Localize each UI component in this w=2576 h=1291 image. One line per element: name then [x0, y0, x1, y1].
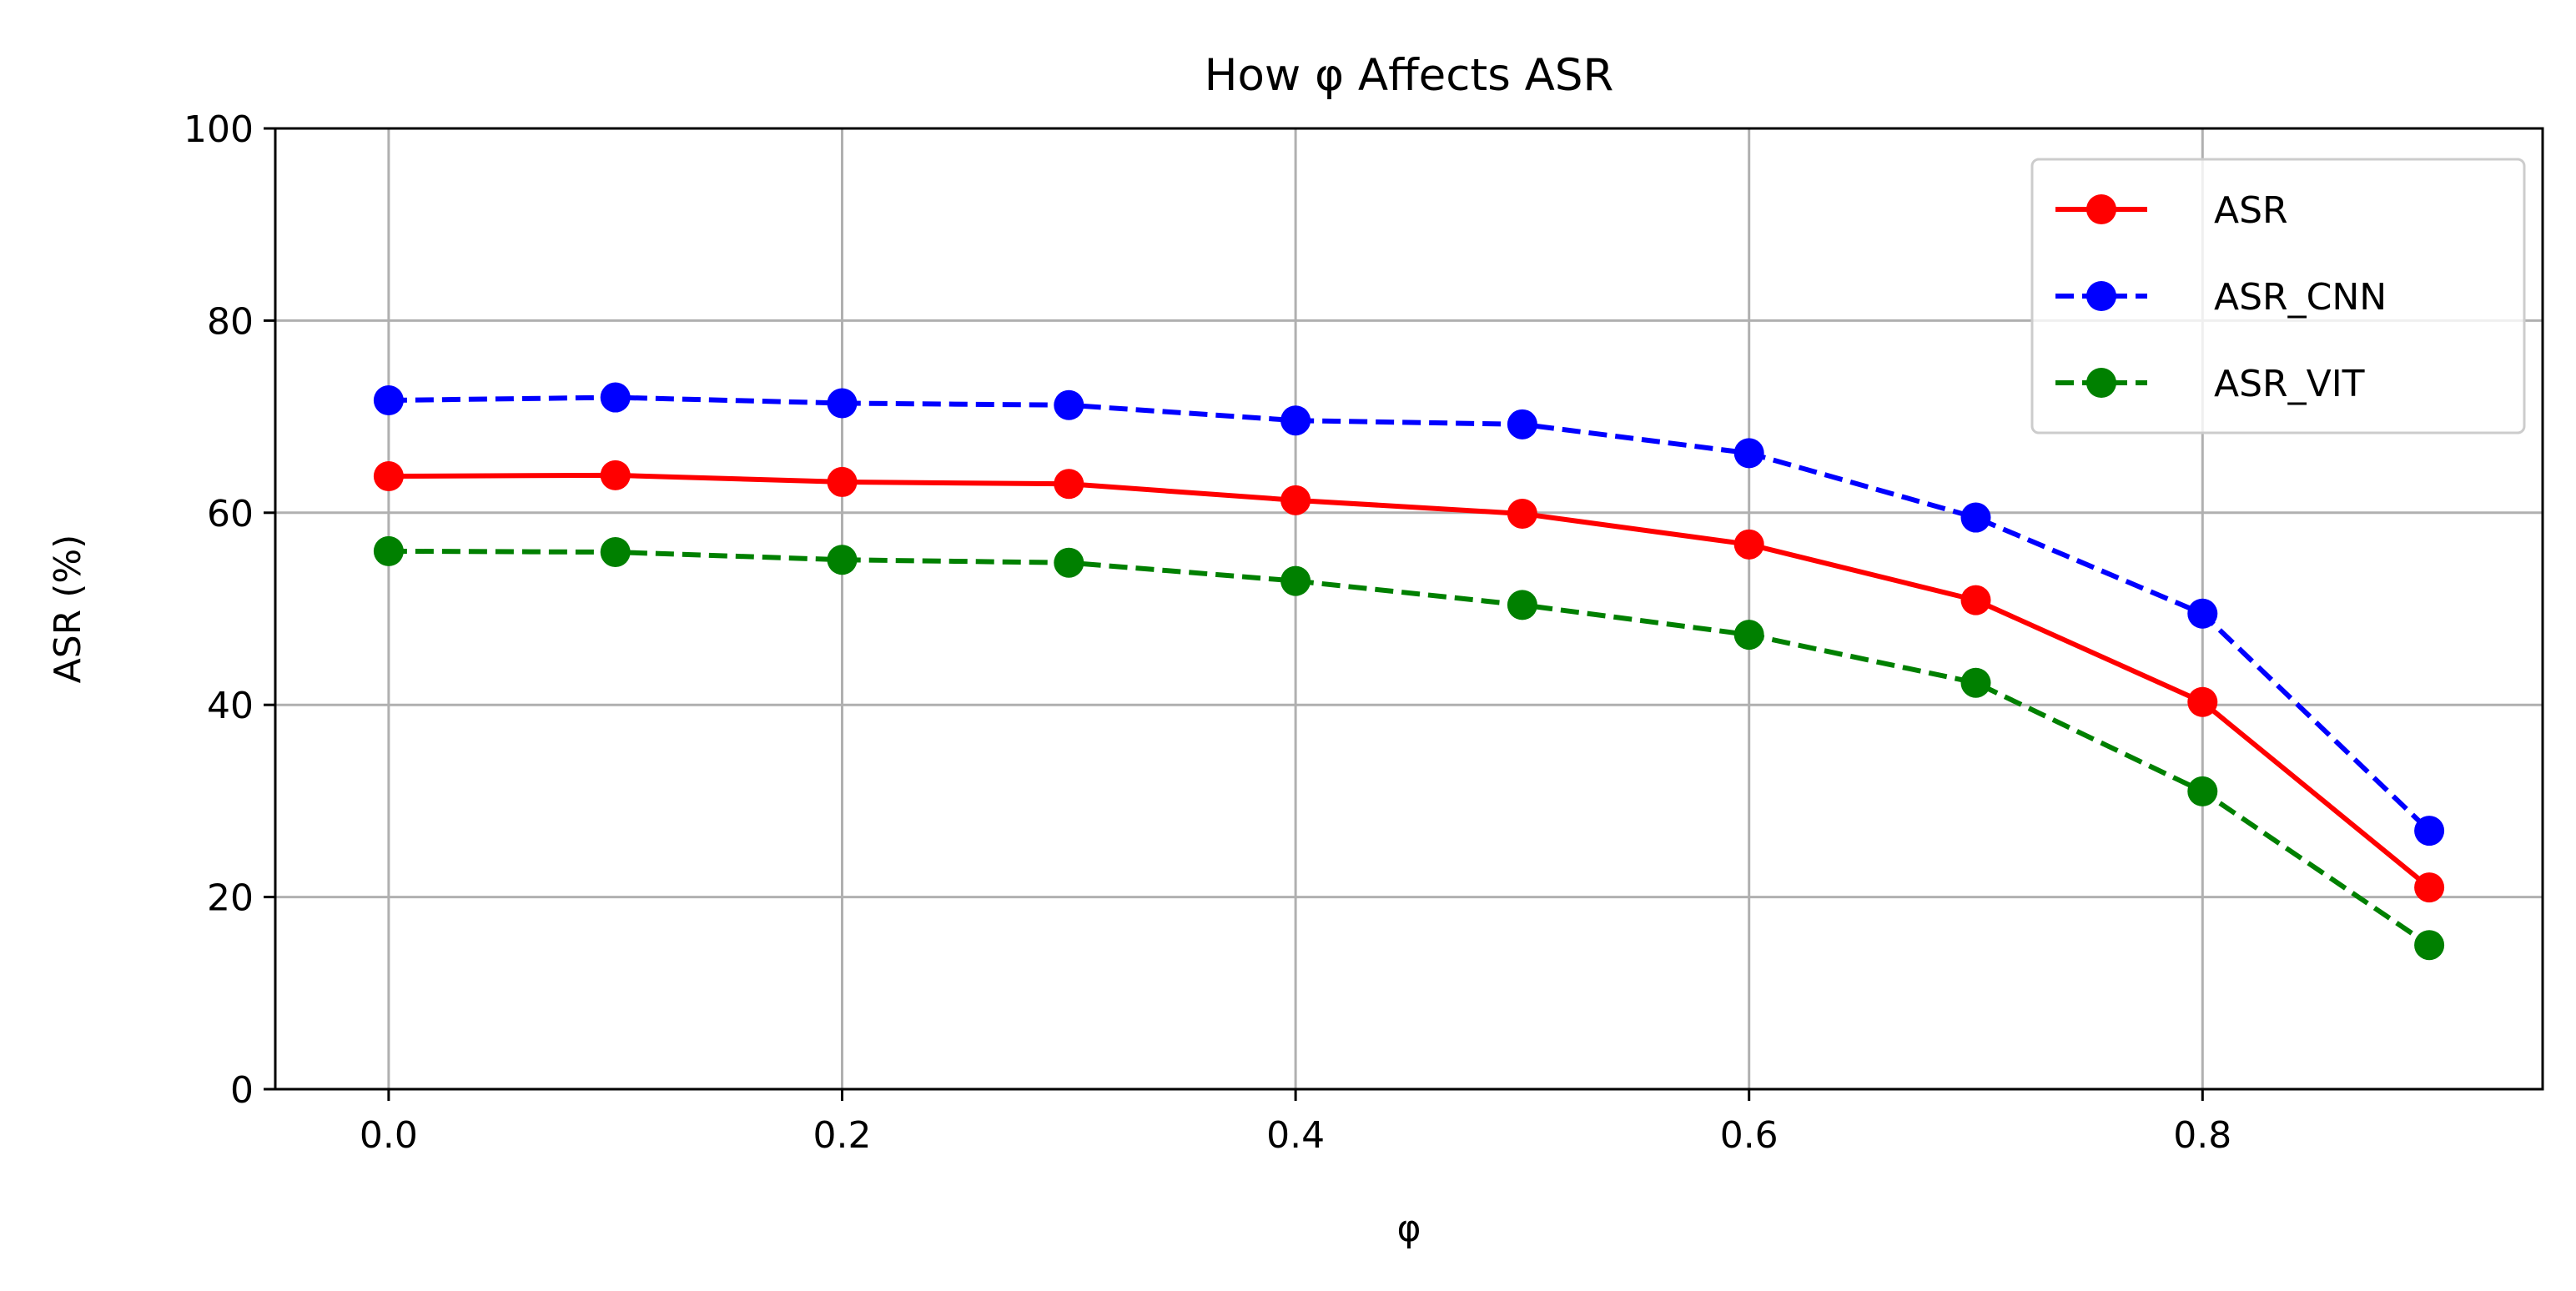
x-tick-label: 0.4 — [1266, 1114, 1325, 1157]
data-point-asr-cnn — [373, 385, 404, 416]
data-point-asr-cnn — [2187, 598, 2218, 629]
y-tick-label: 40 — [207, 685, 254, 727]
legend-label-asr: ASR — [2214, 189, 2288, 232]
data-point-asr-cnn — [827, 388, 858, 419]
legend-marker-asr-cnn — [2086, 281, 2116, 311]
legend-box — [2030, 158, 2526, 435]
data-point-asr-vit — [1280, 565, 1311, 596]
data-point-asr-cnn — [1280, 405, 1311, 436]
y-tick-label: 60 — [207, 493, 254, 535]
data-point-asr — [1054, 469, 1084, 500]
chart-title: How φ Affects ASR — [1205, 50, 1614, 101]
data-point-asr — [2414, 872, 2445, 903]
x-tick-label: 0.6 — [1720, 1114, 1779, 1157]
data-point-asr-cnn — [1960, 502, 1991, 533]
data-point-asr — [600, 460, 631, 490]
data-point-asr — [1733, 529, 1764, 560]
legend-marker-asr — [2086, 194, 2116, 224]
data-point-asr — [1280, 485, 1311, 515]
data-point-asr-vit — [373, 535, 404, 566]
data-point-asr-cnn — [1054, 389, 1084, 420]
data-point-asr-vit — [1733, 620, 1764, 651]
x-tick-label: 0.0 — [360, 1114, 418, 1157]
y-axis: 0 20 40 60 80 100 — [184, 108, 275, 1112]
x-tick-label: 0.8 — [2173, 1114, 2231, 1157]
data-point-asr-cnn — [600, 382, 631, 413]
series-line-asr — [388, 472, 2431, 890]
legend-item-asr-cnn: ASR_CNN — [2055, 276, 2387, 319]
data-point-asr — [827, 466, 858, 497]
series-asr — [373, 460, 2445, 903]
y-tick-label: 80 — [207, 300, 254, 343]
data-point-asr-vit — [1507, 590, 1537, 620]
legend-item-asr-vit: ASR_VIT — [2055, 363, 2365, 405]
x-axis-label: φ — [1396, 1208, 1421, 1250]
data-point-asr — [1507, 498, 1537, 529]
series-line-asr-cnn — [388, 394, 2432, 833]
x-tick-label: 0.2 — [813, 1114, 872, 1157]
data-point-asr-vit — [827, 545, 858, 575]
series-layer — [373, 382, 2445, 961]
data-point-asr-cnn — [2414, 816, 2445, 846]
data-point-asr-cnn — [1733, 438, 1764, 469]
data-point-asr-vit — [600, 537, 631, 568]
legend-label-asr-vit: ASR_VIT — [2214, 363, 2365, 405]
data-point-asr-vit — [1054, 547, 1084, 578]
legend-label-asr-cnn: ASR_CNN — [2214, 276, 2387, 319]
series-line-asr-vit — [388, 548, 2431, 947]
y-axis-label: ASR (%) — [47, 535, 89, 684]
y-tick-label: 20 — [207, 877, 254, 920]
data-point-asr-vit — [1960, 667, 1991, 698]
x-axis: 0.0 0.2 0.4 0.6 0.8 — [360, 1089, 2231, 1157]
data-point-asr — [2187, 686, 2218, 717]
y-tick-label: 100 — [184, 108, 254, 151]
series-asr-vit — [373, 535, 2445, 961]
plot-frame — [274, 127, 2544, 1091]
data-point-asr-cnn — [1507, 409, 1537, 440]
legend: ASR ASR_CNN ASR_VIT — [2030, 158, 2526, 435]
data-point-asr-vit — [2187, 776, 2218, 806]
data-point-asr-vit — [2414, 930, 2445, 961]
data-point-asr — [373, 461, 404, 492]
legend-marker-asr-vit — [2086, 368, 2116, 398]
data-point-asr — [1960, 585, 1991, 615]
y-tick-label: 0 — [230, 1069, 254, 1112]
series-asr-cnn — [373, 382, 2445, 846]
legend-item-asr: ASR — [2055, 189, 2288, 232]
